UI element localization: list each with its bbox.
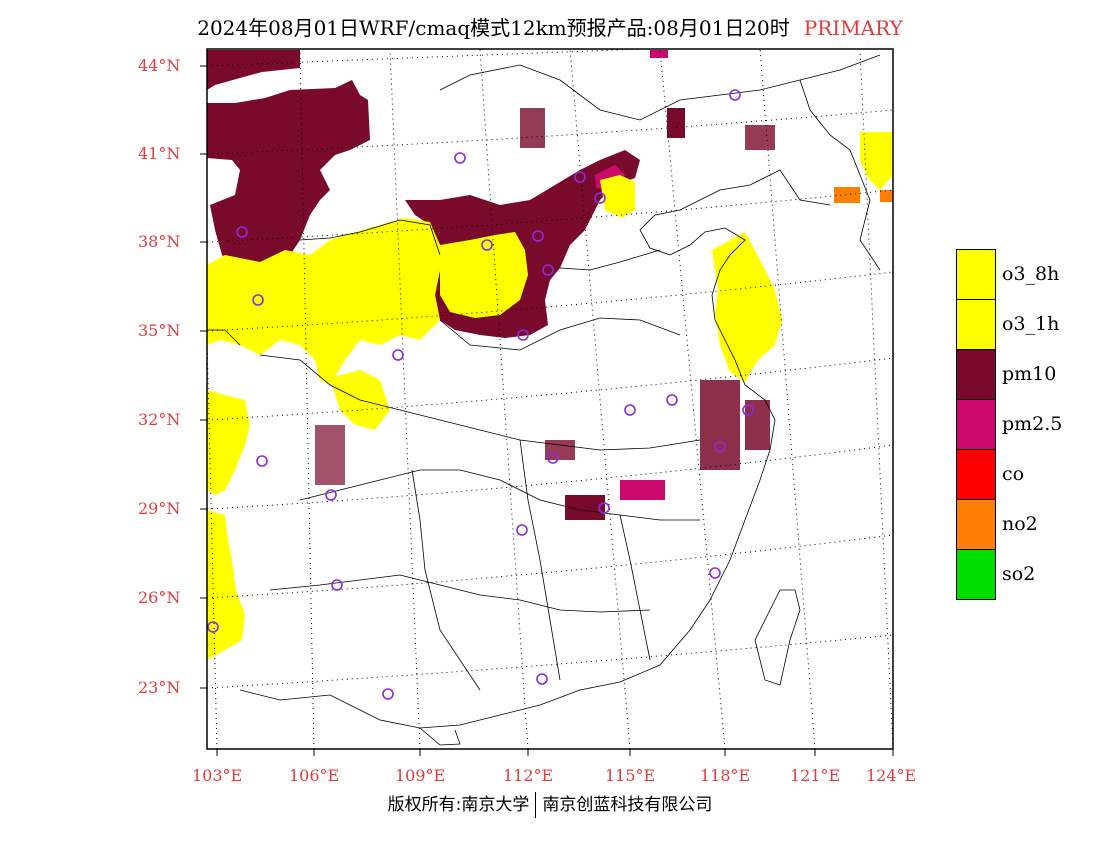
legend-label: no2 — [1002, 513, 1038, 535]
copyright-footer: 版权所有:南京大学 南京创蓝科技有限公司 — [0, 790, 1100, 818]
lat-label-38: 38°N — [138, 232, 181, 251]
no2-region-korea — [834, 187, 860, 203]
lon-label-103: 103°E — [192, 766, 243, 785]
lon-label-121: 121°E — [790, 766, 841, 785]
lon-label-115: 115°E — [605, 766, 656, 785]
o3-region-north-china — [440, 232, 528, 318]
pollution-layer — [207, 50, 893, 660]
legend-swatch — [956, 299, 996, 350]
legend-swatch — [956, 249, 996, 300]
legend-swatch — [956, 499, 996, 550]
title-text: 2024年08月01日WRF/cmaq模式12km预报产品:08月01日20时 — [197, 16, 790, 40]
lon-label-112: 112°E — [503, 766, 554, 785]
map-title: 2024年08月01日WRF/cmaq模式12km预报产品:08月01日20时 P… — [0, 12, 1100, 41]
legend-label: so2 — [1002, 563, 1036, 585]
lat-label-26: 26°N — [138, 588, 181, 607]
legend-label: o3_1h — [1002, 313, 1060, 335]
legend-swatch — [956, 449, 996, 500]
legend-swatch — [956, 349, 996, 400]
boundaries — [207, 54, 881, 746]
o3-region-southwest — [207, 390, 250, 495]
o3-region-central — [207, 218, 440, 385]
station-markers — [207, 89, 754, 700]
map-frame — [206, 48, 894, 750]
lon-label-106: 106°E — [289, 766, 340, 785]
legend-swatch — [956, 549, 996, 600]
lon-label-124: 124°E — [866, 766, 917, 785]
legend-label: o3_8h — [1002, 263, 1060, 285]
legend-label: pm10 — [1002, 363, 1057, 385]
footer-divider — [535, 792, 537, 818]
lon-label-109: 109°E — [395, 766, 446, 785]
legend-label: pm2.5 — [1002, 413, 1063, 435]
lat-label-44: 44°N — [138, 56, 181, 75]
lat-label-32: 32°N — [138, 410, 181, 429]
footer-right: 南京创蓝科技有限公司 — [542, 795, 713, 815]
lat-label-23: 23°N — [138, 678, 181, 697]
pm10-region-inner-mongolia — [207, 80, 370, 268]
pollution-cells — [315, 50, 775, 520]
o3-region-northeast — [860, 132, 893, 190]
lon-label-118: 118°E — [700, 766, 751, 785]
o3-region-shandong — [712, 232, 782, 382]
pm10-region-northwest — [207, 50, 300, 90]
lat-label-35: 35°N — [138, 321, 181, 340]
lat-label-41: 41°N — [138, 144, 181, 163]
lat-label-29: 29°N — [138, 499, 181, 518]
title-tag: PRIMARY — [803, 16, 903, 40]
o3-region-liaoning — [600, 175, 635, 218]
footer-left: 版权所有:南京大学 — [387, 795, 530, 815]
legend-label: co — [1002, 463, 1025, 485]
no2-region-korea-east — [880, 190, 893, 202]
axis-ticks — [200, 65, 894, 756]
legend-swatch — [956, 399, 996, 450]
graticule — [207, 49, 893, 749]
